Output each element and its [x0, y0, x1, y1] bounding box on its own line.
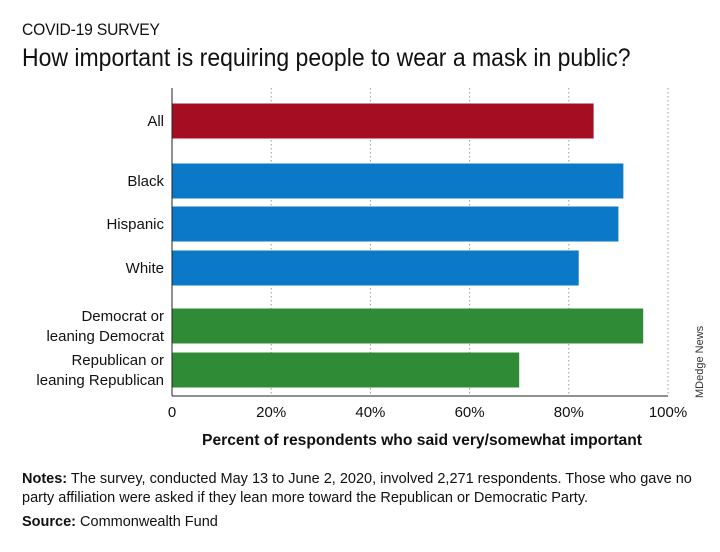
x-tick-label: 0: [168, 404, 176, 421]
chart-title: How important is requiring people to wea…: [22, 44, 631, 72]
bar: [172, 206, 619, 242]
x-tick-label: 40%: [355, 404, 385, 421]
x-tick-label: 60%: [455, 404, 485, 421]
source-text: Commonwealth Fund: [76, 514, 218, 530]
bar: [172, 103, 594, 139]
source-label: Source:: [22, 514, 76, 530]
category-label: All: [147, 113, 164, 130]
x-tick-label: 20%: [256, 404, 286, 421]
category-label: Hispanic: [106, 216, 164, 233]
bar: [172, 308, 644, 344]
category-label: Black: [127, 173, 164, 190]
x-axis-label: Percent of respondents who said very/som…: [202, 432, 643, 449]
category-label: Democrat or leaning Democrat: [46, 308, 164, 345]
chart-kicker: COVID-19 SURVEY: [22, 20, 160, 39]
source: Source: Commonwealth Fund: [22, 514, 218, 530]
bar: [172, 250, 579, 286]
category-label: Republican or leaning Republican: [36, 352, 164, 389]
x-tick-label: 100%: [649, 404, 687, 421]
x-tick-label: 80%: [554, 404, 584, 421]
category-label: White: [126, 260, 164, 277]
notes: Notes: The survey, conducted May 13 to J…: [22, 470, 702, 508]
bar: [172, 352, 520, 388]
bar: [172, 163, 624, 199]
notes-label: Notes:: [22, 471, 68, 487]
notes-text: The survey, conducted May 13 to June 2, …: [22, 471, 692, 506]
credit: MDedge News: [694, 325, 706, 398]
